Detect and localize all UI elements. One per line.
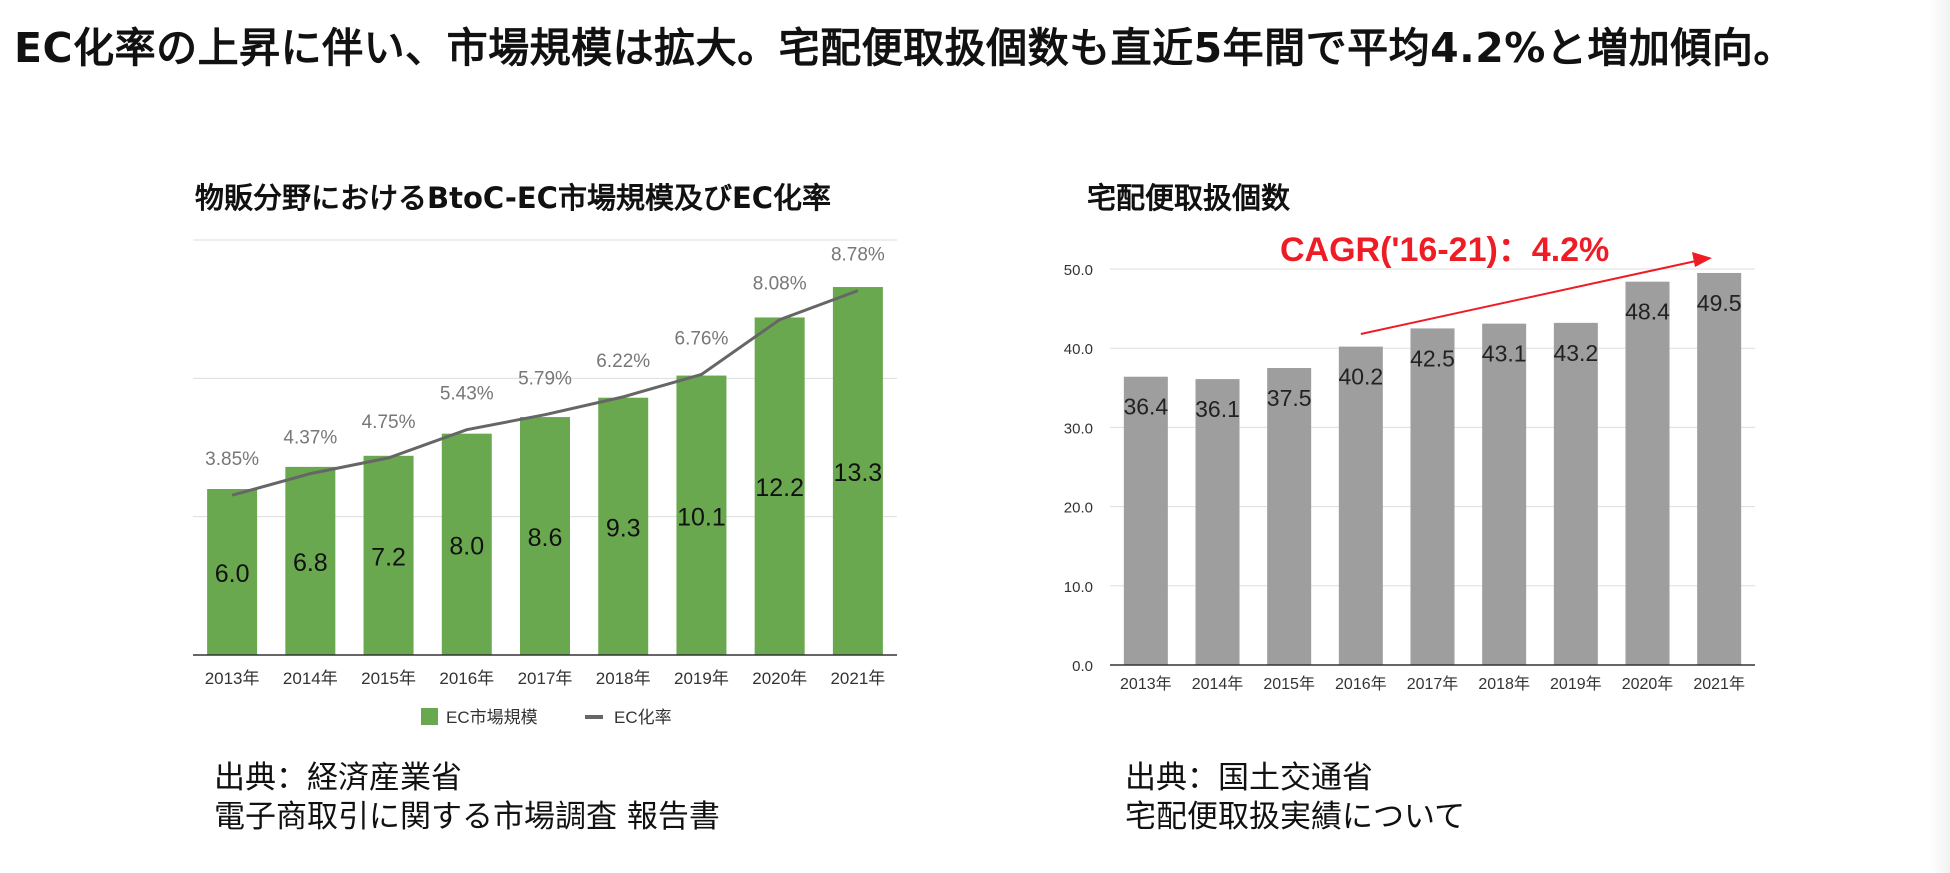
ec-rate-value-label: 5.43% <box>440 384 494 405</box>
right-x-tick-label: 2017年 <box>1407 675 1459 693</box>
right-x-tick-label: 2013年 <box>1120 675 1172 693</box>
ec-rate-value-label: 3.85% <box>205 449 259 470</box>
ec-market-value-label: 7.2 <box>371 543 406 571</box>
left-x-tick-label: 2016年 <box>439 669 494 688</box>
ec-rate-value-label: 4.37% <box>283 428 337 449</box>
ec-rate-value-label: 6.22% <box>596 351 650 372</box>
right-source-line-2: 宅配便取扱実績について <box>1125 799 1466 835</box>
ec-rate-value-label: 8.08% <box>753 274 807 295</box>
parcel-volume-bar <box>1697 272 1742 665</box>
ec-market-bar <box>207 489 258 655</box>
parcel-volume-value-label: 36.4 <box>1123 394 1168 420</box>
ec-market-value-label: 8.6 <box>528 524 563 552</box>
left-x-tick-label: 2019年 <box>674 669 729 688</box>
parcel-volume-bar <box>1195 379 1240 665</box>
parcel-volume-value-label: 43.1 <box>1482 341 1527 367</box>
parcel-volume-bar <box>1123 376 1168 665</box>
ec-market-bar <box>676 375 727 655</box>
ec-market-value-label: 12.2 <box>755 474 804 502</box>
legend-swatch-ec-market <box>421 708 438 725</box>
right-x-tick-label: 2015年 <box>1263 675 1315 693</box>
parcel-volume-bar <box>1553 322 1598 665</box>
cagr-annotation: CAGR('16-21)：4.2% <box>1280 231 1609 269</box>
right-y-tick-label: 40.0 <box>1064 341 1093 358</box>
parcel-volume-bar <box>1267 368 1312 665</box>
ec-market-bar <box>285 466 336 655</box>
left-chart-title: 物販分野におけるBtoC-EC市場規模及びEC化率 <box>195 181 832 215</box>
parcel-volume-value-label: 43.2 <box>1553 340 1598 366</box>
parcel-volume-value-label: 48.4 <box>1625 299 1670 325</box>
cagr-arrow-head <box>1692 252 1712 267</box>
legend-label-ec-market: EC市場規模 <box>446 708 538 727</box>
left-source-note: 出典：経済産業省 電子商取引に関する市場調査 報告書 <box>214 759 720 837</box>
right-y-tick-label: 30.0 <box>1064 420 1093 437</box>
ec-market-bar <box>520 417 570 655</box>
right-x-tick-label: 2021年 <box>1693 675 1745 693</box>
cagr-arrow-line <box>1360 260 1697 335</box>
right-source-note: 出典：国土交通省 宅配便取扱実績について <box>1125 759 1465 837</box>
left-x-tick-label: 2015年 <box>361 669 416 688</box>
left-source-line-2: 電子商取引に関する市場調査 報告書 <box>214 799 720 835</box>
right-chart-title: 宅配便取扱個数 <box>1087 181 1291 215</box>
right-x-tick-label: 2014年 <box>1192 675 1244 693</box>
headline: EC化率の上昇に伴い、市場規模は拡大。宅配便取扱個数も直近5年間で平均4.2%と… <box>14 24 1795 72</box>
parcel-volume-value-label: 40.2 <box>1338 364 1383 390</box>
right-y-tick-label: 10.0 <box>1064 579 1093 596</box>
ec-rate-value-label: 4.75% <box>362 412 416 433</box>
right-y-tick-label: 20.0 <box>1064 500 1093 517</box>
ec-rate-line <box>231 289 859 497</box>
left-x-tick-label: 2017年 <box>518 669 573 688</box>
ec-rate-value-label: 5.79% <box>518 369 572 390</box>
ec-market-value-label: 6.0 <box>215 560 250 588</box>
legend-label-ec-rate: EC化率 <box>614 708 672 727</box>
left-x-tick-label: 2013年 <box>205 669 260 688</box>
parcel-volume-value-label: 36.1 <box>1195 396 1240 422</box>
ec-rate-value-label: 8.78% <box>831 245 885 266</box>
left-x-tick-label: 2014年 <box>283 669 338 688</box>
right-x-tick-label: 2019年 <box>1550 675 1602 693</box>
ec-market-bar <box>754 317 805 655</box>
ec-rate-value-label: 6.76% <box>675 328 729 349</box>
right-y-tick-label: 0.0 <box>1072 658 1093 675</box>
ec-market-value-label: 10.1 <box>677 503 726 531</box>
ec-market-bar <box>363 455 414 655</box>
window-edge <box>1930 0 1950 873</box>
parcel-volume-bar <box>1482 323 1527 665</box>
ec-market-bar <box>598 397 649 655</box>
parcel-volume-value-label: 37.5 <box>1267 385 1312 411</box>
left-x-tick-label: 2021年 <box>830 669 885 688</box>
ec-market-value-label: 13.3 <box>834 459 883 487</box>
right-source-line-1: 出典：国土交通省 <box>1125 760 1373 796</box>
parcel-volume-value-label: 42.5 <box>1410 345 1455 371</box>
right-x-tick-label: 2020年 <box>1622 675 1674 693</box>
left-source-line-1: 出典：経済産業省 <box>214 760 462 796</box>
right-x-tick-label: 2016年 <box>1335 675 1387 693</box>
parcel-volume-bar <box>1338 346 1383 665</box>
parcel-volume-bar <box>1410 328 1455 665</box>
parcel-volume-bar <box>1625 281 1670 665</box>
right-y-tick-label: 50.0 <box>1064 262 1093 279</box>
left-x-tick-label: 2018年 <box>596 669 651 688</box>
parcel-volume-value-label: 49.5 <box>1697 290 1742 316</box>
ec-market-bar <box>832 287 883 655</box>
ec-market-value-label: 6.8 <box>293 549 328 577</box>
ec-market-value-label: 8.0 <box>449 532 484 560</box>
ec-market-bar <box>441 433 492 655</box>
ec-market-value-label: 9.3 <box>606 514 641 542</box>
right-x-tick-label: 2018年 <box>1478 675 1530 693</box>
left-x-tick-label: 2020年 <box>752 669 807 688</box>
